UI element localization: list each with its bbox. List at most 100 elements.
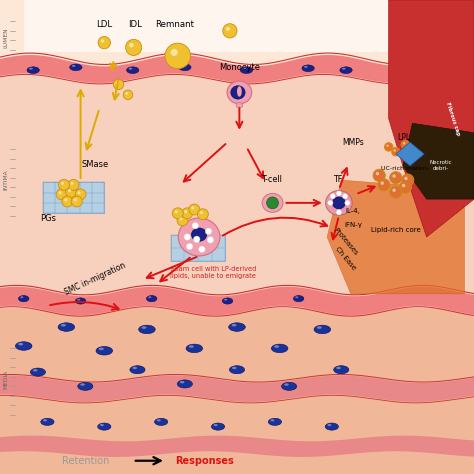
Ellipse shape [29,68,33,70]
Circle shape [62,196,73,207]
Circle shape [330,193,336,199]
Ellipse shape [15,342,32,350]
Ellipse shape [222,298,233,304]
Polygon shape [0,436,474,457]
Text: INTIMA: INTIMA [3,170,8,191]
Circle shape [191,207,194,210]
Circle shape [193,236,200,243]
Circle shape [392,147,400,156]
Ellipse shape [132,367,137,369]
Text: Responses: Responses [175,456,234,466]
Ellipse shape [96,346,113,355]
Circle shape [165,43,191,69]
Ellipse shape [342,68,346,70]
Ellipse shape [284,383,289,386]
Text: TF: TF [333,175,342,183]
Ellipse shape [98,423,111,430]
Circle shape [401,174,414,186]
Text: IFN-γ: IFN-γ [344,222,362,228]
Ellipse shape [227,81,252,104]
Ellipse shape [58,323,75,331]
Polygon shape [0,308,474,474]
Ellipse shape [268,418,282,426]
Circle shape [68,179,79,190]
Circle shape [129,43,134,47]
Polygon shape [0,71,474,308]
Polygon shape [403,123,474,199]
Circle shape [78,191,81,194]
Circle shape [126,39,142,55]
Polygon shape [43,182,104,213]
Circle shape [404,177,408,180]
Circle shape [223,24,237,38]
Ellipse shape [229,323,246,331]
Circle shape [393,149,396,152]
Text: Retention: Retention [62,456,109,466]
Circle shape [386,145,389,147]
Circle shape [59,179,69,190]
Circle shape [390,172,402,184]
Text: UC-rich materi-: UC-rich materi- [381,166,429,171]
Polygon shape [389,0,474,237]
Text: SMase: SMase [81,161,109,169]
Ellipse shape [20,296,23,298]
Circle shape [392,174,396,178]
Ellipse shape [72,65,75,67]
Circle shape [189,204,200,215]
Circle shape [381,182,384,185]
Polygon shape [327,180,465,294]
Ellipse shape [240,67,253,73]
Ellipse shape [18,343,23,346]
Text: IL-4,: IL-4, [346,208,361,214]
Circle shape [65,186,77,197]
Polygon shape [0,0,474,71]
Circle shape [378,179,390,191]
Ellipse shape [178,218,220,256]
Ellipse shape [231,324,237,327]
Polygon shape [0,55,474,83]
Circle shape [384,143,393,151]
Ellipse shape [317,326,322,329]
Circle shape [207,237,214,243]
Ellipse shape [340,67,352,73]
Ellipse shape [181,65,184,67]
Text: Ch Ease: Ch Ease [335,246,357,271]
Polygon shape [24,0,450,52]
Circle shape [68,189,71,192]
Circle shape [72,196,82,207]
Polygon shape [171,235,225,261]
Text: Monocyte: Monocyte [219,63,260,72]
Ellipse shape [180,381,184,383]
Ellipse shape [61,324,66,327]
Text: MMPs: MMPs [342,138,364,146]
Circle shape [336,191,342,196]
Ellipse shape [237,86,242,97]
Circle shape [113,79,124,90]
Text: LDL: LDL [96,20,112,29]
Circle shape [205,228,212,235]
Ellipse shape [146,296,157,301]
Text: Proteases: Proteases [333,227,359,256]
Ellipse shape [293,296,304,301]
Ellipse shape [282,382,297,391]
Polygon shape [396,142,424,166]
Circle shape [342,193,348,199]
Circle shape [59,191,62,194]
Ellipse shape [179,64,191,71]
Ellipse shape [157,419,161,421]
Ellipse shape [177,380,192,388]
Circle shape [184,234,191,240]
Ellipse shape [236,102,243,108]
Circle shape [75,189,86,200]
Circle shape [123,90,133,100]
Text: Remnant: Remnant [155,20,194,29]
Circle shape [226,27,230,31]
Ellipse shape [328,424,331,426]
Ellipse shape [271,344,288,353]
Text: Foam cell with LP-derived
lipids, unable to emigrate: Foam cell with LP-derived lipids, unable… [170,266,256,279]
Ellipse shape [266,197,279,209]
Ellipse shape [127,67,139,73]
Ellipse shape [262,193,283,212]
Circle shape [180,218,182,220]
Ellipse shape [232,367,237,369]
